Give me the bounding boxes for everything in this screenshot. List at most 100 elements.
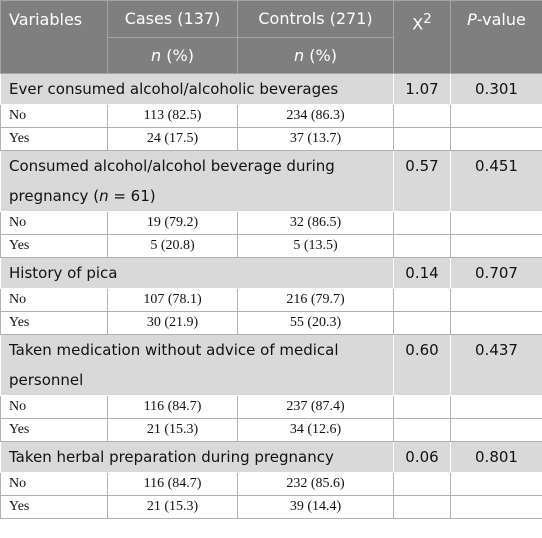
group-row: Taken medication without advice of medic… xyxy=(0,334,542,396)
text-segment: Ever consumed alcohol/alcoholic beverage… xyxy=(9,80,339,98)
group-stat: 0.437 xyxy=(450,334,542,396)
cell-text: 237 (87.4) xyxy=(286,399,345,414)
sub-row: Yes 5 (20.8) 5 (13.5) xyxy=(0,234,542,258)
sub-row: No 116 (84.7) 232 (85.6) xyxy=(0,472,542,496)
cell-text: 5 (13.5) xyxy=(293,238,338,253)
empty-cell xyxy=(393,211,451,235)
cell-text: No xyxy=(9,108,27,123)
sub-row: No 116 (84.7) 237 (87.4) xyxy=(0,395,542,419)
text-segment: n xyxy=(99,187,109,205)
cell-text: 39 (14.4) xyxy=(289,499,342,514)
sub-row: Yes 21 (15.3) 39 (14.4) xyxy=(0,495,542,519)
sub-cell: 37 (13.7) xyxy=(237,127,394,151)
sub-cell: 21 (15.3) xyxy=(107,495,238,519)
group-label: Taken herbal preparation during pregnanc… xyxy=(0,441,394,473)
sub-cell: No xyxy=(0,104,108,128)
empty-cell xyxy=(450,211,542,235)
header-cell: Cases (137) xyxy=(107,0,238,38)
cell-text: 30 (21.9) xyxy=(146,315,199,330)
text-segment: P xyxy=(467,10,477,29)
cell-text: No xyxy=(9,399,27,414)
group-label: Taken medication without advice of medic… xyxy=(0,334,394,396)
empty-cell xyxy=(393,495,451,519)
sub-cell: 237 (87.4) xyxy=(237,395,394,419)
cell-text: Yes xyxy=(9,315,30,330)
sub-row: No 107 (78.1) 216 (79.7) xyxy=(0,288,542,312)
group-stat: 0.60 xyxy=(393,334,451,396)
cell-text: Yes xyxy=(9,238,30,253)
group-row: Consumed alcohol/alcohol beverage during… xyxy=(0,150,542,212)
header-row: n (%) n (%) xyxy=(1,37,542,74)
sub-cell: 30 (21.9) xyxy=(107,311,238,335)
cell-text: 21 (15.3) xyxy=(146,499,199,514)
sub-cell: Yes xyxy=(0,311,108,335)
text-segment: Taken medication without advice of medic… xyxy=(9,341,339,389)
empty-cell xyxy=(450,311,542,335)
sub-cell: 21 (15.3) xyxy=(107,418,238,442)
header-cell: n (%) xyxy=(237,37,394,74)
empty-cell xyxy=(393,472,451,496)
header-text: Variables xyxy=(9,10,83,29)
empty-cell xyxy=(393,395,451,419)
group-label: Ever consumed alcohol/alcoholic beverage… xyxy=(0,73,394,105)
empty-cell xyxy=(450,288,542,312)
cell-text: 37 (13.7) xyxy=(289,131,342,146)
group-stat: 0.801 xyxy=(450,441,542,473)
stat-text: 0.437 xyxy=(475,341,518,359)
sub-cell: 216 (79.7) xyxy=(237,288,394,312)
group-label: History of pica xyxy=(0,257,394,289)
cell-text: No xyxy=(9,215,27,230)
cell-text: 216 (79.7) xyxy=(286,292,345,307)
text-segment: X xyxy=(412,14,424,34)
sub-cell: 113 (82.5) xyxy=(107,104,238,128)
sub-cell: 39 (14.4) xyxy=(237,495,394,519)
group-stat: 0.14 xyxy=(393,257,451,289)
empty-cell xyxy=(450,234,542,258)
data-table: Variables Cases (137) Controls (271) X2 P-va… xyxy=(0,0,542,519)
stat-text: 0.451 xyxy=(475,157,518,175)
cell-text: 5 (20.8) xyxy=(150,238,195,253)
cell-text: No xyxy=(9,292,27,307)
sub-row: No 113 (82.5) 234 (86.3) xyxy=(0,104,542,128)
text-segment: (%) xyxy=(304,45,337,65)
stat-text: 0.301 xyxy=(475,80,518,98)
empty-cell xyxy=(450,495,542,519)
group-stat: 1.07 xyxy=(393,73,451,105)
stat-text: 0.707 xyxy=(475,264,518,282)
text-segment: 2 xyxy=(423,12,432,27)
sub-row: Yes 21 (15.3) 34 (12.6) xyxy=(0,418,542,442)
sub-cell: Yes xyxy=(0,418,108,442)
group-stat: 0.57 xyxy=(393,150,451,212)
sub-cell: No xyxy=(0,395,108,419)
sub-cell: 234 (86.3) xyxy=(237,104,394,128)
sub-cell: No xyxy=(0,288,108,312)
sub-cell: Yes xyxy=(0,234,108,258)
empty-cell xyxy=(393,127,451,151)
sub-cell: No xyxy=(0,472,108,496)
sub-cell: Yes xyxy=(0,495,108,519)
cell-text: 232 (85.6) xyxy=(286,476,345,491)
cell-text: 55 (20.3) xyxy=(289,315,342,330)
group-row: Taken herbal preparation during pregnanc… xyxy=(0,441,542,473)
stat-text: 0.60 xyxy=(405,341,439,359)
empty-cell xyxy=(393,104,451,128)
sub-cell: 34 (12.6) xyxy=(237,418,394,442)
sub-row: Yes 30 (21.9) 55 (20.3) xyxy=(0,311,542,335)
header-cell: Controls (271) xyxy=(237,0,394,38)
group-label: Consumed alcohol/alcohol beverage during… xyxy=(0,150,394,212)
table-body: Variables Cases (137) Controls (271) X2 P-va… xyxy=(0,0,542,519)
sub-cell: 24 (17.5) xyxy=(107,127,238,151)
text-segment: Taken herbal preparation during pregnanc… xyxy=(9,448,334,466)
header-text: Cases (137) xyxy=(124,9,221,28)
cell-text: Yes xyxy=(9,499,30,514)
cell-text: 113 (82.5) xyxy=(143,108,202,123)
group-row: Ever consumed alcohol/alcoholic beverage… xyxy=(0,73,542,105)
stat-text: 0.801 xyxy=(475,448,518,466)
stat-text: 1.07 xyxy=(405,80,439,98)
text-segment: n xyxy=(294,45,305,65)
sub-cell: 55 (20.3) xyxy=(237,311,394,335)
empty-cell xyxy=(450,418,542,442)
text-segment: Consumed alcohol/alcohol beverage during… xyxy=(9,157,335,205)
empty-cell xyxy=(393,234,451,258)
